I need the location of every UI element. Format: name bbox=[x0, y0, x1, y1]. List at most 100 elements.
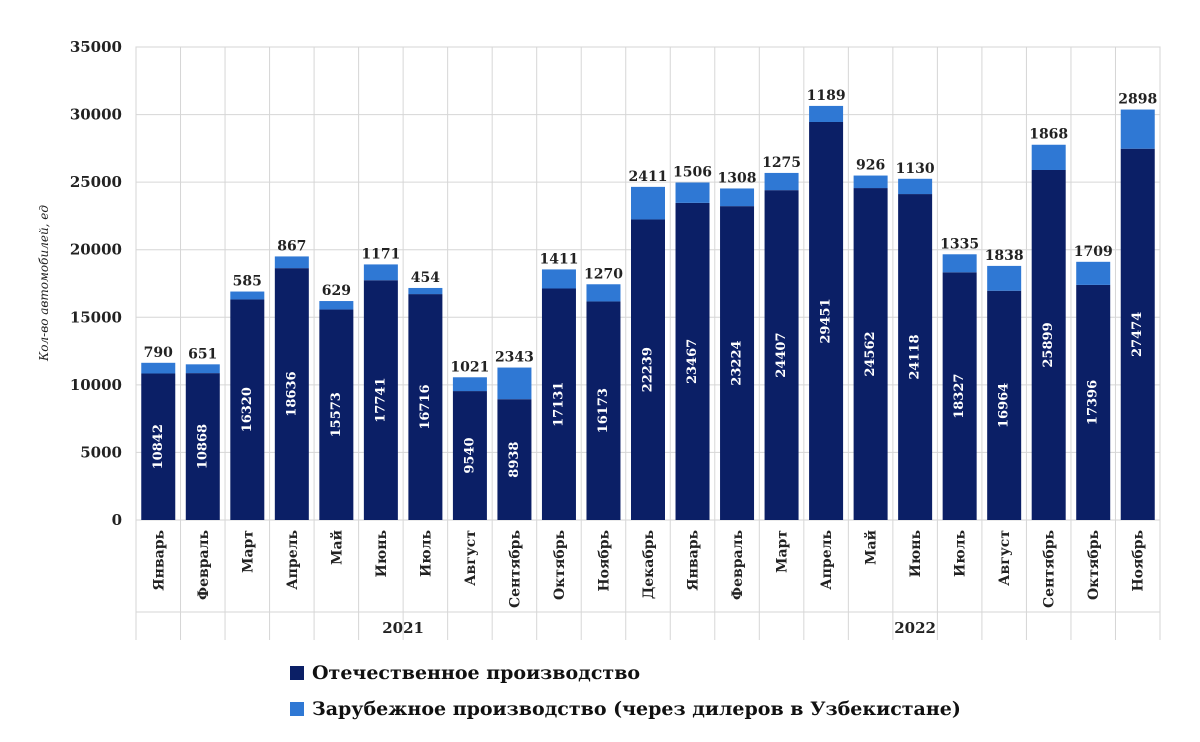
bar-domestic bbox=[274, 268, 309, 520]
data-label-foreign: 2343 bbox=[495, 350, 534, 366]
data-label-domestic: 16964 bbox=[997, 383, 1012, 428]
data-label-domestic: 24407 bbox=[774, 332, 789, 377]
bar-foreign bbox=[853, 175, 888, 189]
y-axis-label: Кол-во автомобилей, ед bbox=[37, 205, 51, 362]
x-tick-label: Август bbox=[463, 530, 479, 586]
bar-domestic bbox=[675, 202, 710, 520]
legend: Отечественное производство Зарубежное пр… bbox=[290, 655, 961, 727]
x-tick-label: Январь bbox=[151, 530, 167, 591]
data-label-domestic: 24118 bbox=[908, 334, 923, 379]
bar-foreign bbox=[452, 377, 487, 392]
bar-foreign bbox=[631, 186, 665, 220]
y-tick-label: 10000 bbox=[70, 376, 122, 394]
bar-foreign bbox=[497, 367, 532, 400]
x-tick-label: Сентябрь bbox=[1042, 530, 1058, 608]
x-tick-label: Ноябрь bbox=[1131, 530, 1147, 592]
y-tick-label: 25000 bbox=[70, 173, 122, 191]
bar-domestic bbox=[141, 373, 176, 520]
bar-foreign bbox=[185, 364, 220, 374]
bar-foreign bbox=[319, 301, 354, 310]
year-group-label: 2022 bbox=[894, 619, 936, 637]
x-tick-label: Июнь bbox=[908, 530, 924, 577]
bar-domestic bbox=[363, 280, 398, 520]
x-tick-label: Май bbox=[863, 530, 880, 565]
data-label-domestic: 8938 bbox=[507, 442, 522, 478]
bar-foreign bbox=[408, 287, 443, 295]
bar-domestic bbox=[408, 294, 443, 520]
bar-domestic bbox=[720, 206, 755, 520]
data-label-foreign: 585 bbox=[233, 274, 262, 290]
data-label-foreign: 1130 bbox=[896, 161, 935, 177]
bar-domestic bbox=[987, 290, 1022, 520]
bar-domestic bbox=[1076, 284, 1111, 520]
data-label-foreign: 867 bbox=[277, 238, 306, 254]
legend-item-domestic: Отечественное производство bbox=[290, 655, 961, 691]
bar-domestic bbox=[1120, 148, 1155, 521]
data-label-domestic: 10868 bbox=[195, 424, 210, 469]
bar-foreign bbox=[1031, 144, 1066, 170]
data-label-domestic: 29451 bbox=[819, 298, 834, 343]
x-tick-label: Октябрь bbox=[1086, 530, 1102, 600]
bar-domestic bbox=[809, 121, 844, 520]
data-label-foreign: 629 bbox=[322, 283, 351, 299]
bar-foreign bbox=[809, 105, 844, 122]
bar-domestic bbox=[853, 188, 888, 520]
bar-domestic bbox=[497, 399, 532, 520]
data-label-domestic: 18636 bbox=[284, 371, 299, 416]
data-label-foreign: 1171 bbox=[361, 246, 400, 262]
y-tick-label: 15000 bbox=[70, 308, 122, 326]
bar-foreign bbox=[942, 254, 977, 273]
bar-foreign bbox=[274, 256, 309, 269]
bar-domestic bbox=[1031, 169, 1066, 520]
x-tick-label: Декабрь bbox=[641, 530, 657, 599]
bar-domestic bbox=[764, 190, 799, 520]
data-label-domestic: 17741 bbox=[373, 378, 388, 423]
data-label-foreign: 1838 bbox=[985, 248, 1024, 264]
x-tick-label: Август bbox=[997, 530, 1013, 586]
x-tick-label: Март bbox=[775, 530, 791, 573]
data-label-foreign: 651 bbox=[188, 346, 217, 362]
data-label-domestic: 23467 bbox=[685, 339, 700, 384]
y-tick-label: 30000 bbox=[70, 106, 122, 124]
x-tick-label: Ноябрь bbox=[596, 530, 612, 592]
data-label-foreign: 1411 bbox=[539, 251, 578, 267]
bar-foreign bbox=[987, 265, 1022, 291]
data-label-domestic: 10842 bbox=[151, 424, 166, 469]
data-label-domestic: 9540 bbox=[462, 437, 477, 473]
x-tick-label: Январь bbox=[686, 530, 702, 591]
data-label-foreign: 1275 bbox=[762, 155, 801, 171]
bar-domestic bbox=[631, 219, 665, 520]
y-tick-label: 35000 bbox=[70, 38, 122, 56]
legend-label-foreign: Зарубежное производство (через дилеров в… bbox=[312, 698, 961, 720]
bar-domestic bbox=[319, 309, 354, 520]
bar-domestic bbox=[185, 373, 220, 520]
legend-label-domestic: Отечественное производство bbox=[312, 662, 641, 684]
data-label-foreign: 926 bbox=[856, 158, 885, 174]
x-tick-label: Июль bbox=[953, 530, 969, 577]
data-label-foreign: 790 bbox=[144, 345, 173, 361]
bar-foreign bbox=[1120, 109, 1155, 149]
y-tick-label: 0 bbox=[112, 511, 122, 529]
bar-foreign bbox=[720, 188, 755, 207]
data-label-foreign: 1308 bbox=[718, 170, 757, 186]
data-label-foreign: 2411 bbox=[629, 169, 668, 185]
data-label-foreign: 1868 bbox=[1029, 127, 1068, 143]
data-label-domestic: 15573 bbox=[329, 392, 344, 437]
legend-swatch-domestic bbox=[290, 666, 304, 680]
legend-swatch-foreign bbox=[290, 702, 304, 716]
bar-foreign bbox=[1076, 261, 1111, 285]
data-label-foreign: 454 bbox=[411, 270, 440, 286]
bar-foreign bbox=[230, 291, 265, 300]
bar-foreign bbox=[764, 172, 799, 191]
data-label-foreign: 1189 bbox=[807, 88, 846, 104]
bar-domestic bbox=[230, 299, 265, 520]
bar-foreign bbox=[898, 178, 933, 195]
data-label-foreign: 1709 bbox=[1074, 244, 1113, 260]
x-tick-label: Май bbox=[328, 530, 345, 565]
y-tick-label: 20000 bbox=[70, 241, 122, 259]
bar-foreign bbox=[141, 362, 176, 374]
x-tick-label: Апрель bbox=[819, 530, 835, 590]
y-axis: 0 5000 10000 15000 20000 25000 30000 35000 bbox=[70, 38, 122, 529]
data-label-domestic: 25899 bbox=[1041, 322, 1056, 367]
